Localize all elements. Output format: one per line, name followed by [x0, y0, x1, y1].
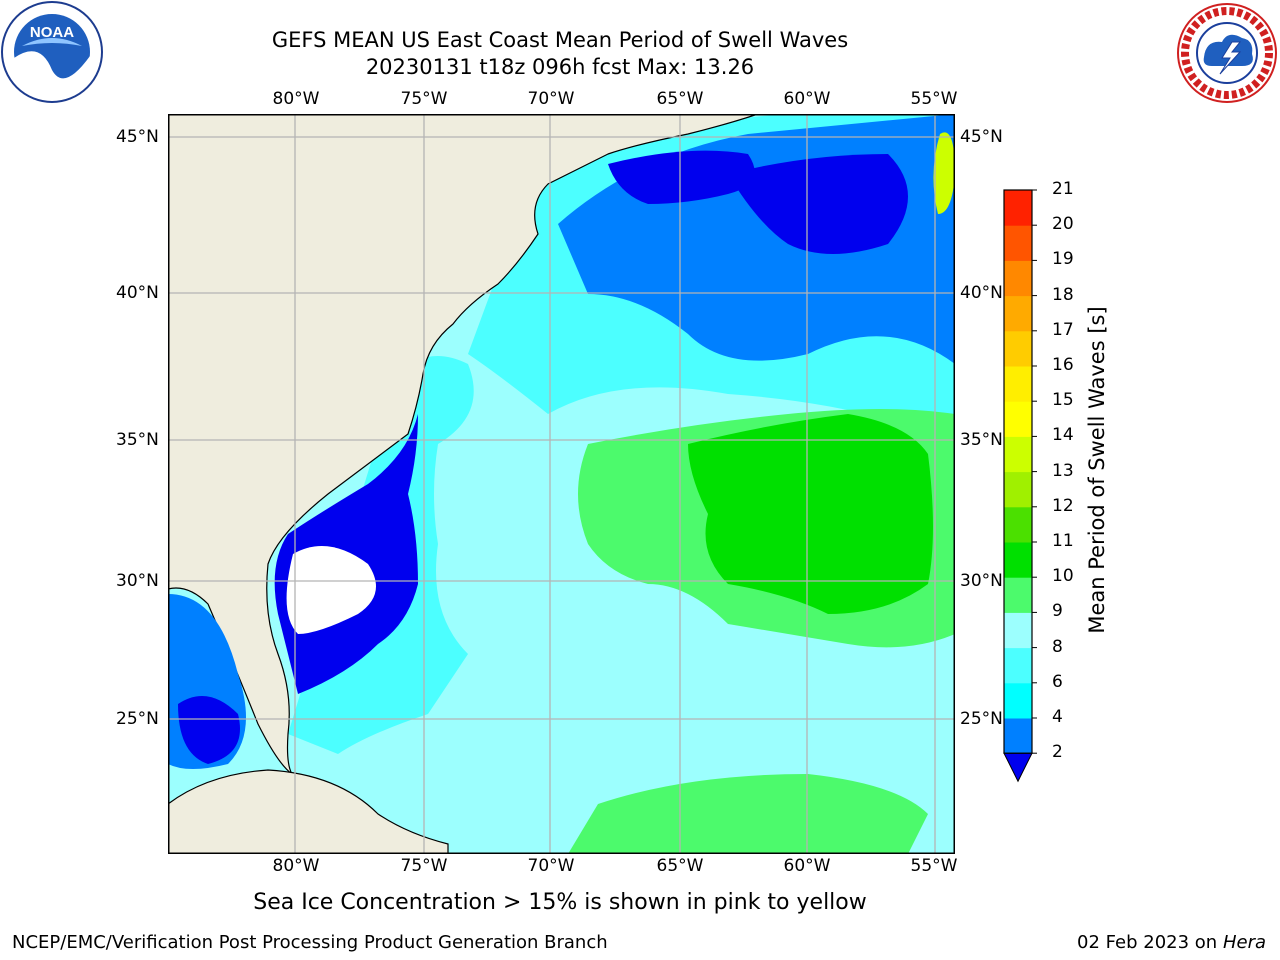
lon-label-bottom: 75°W: [400, 856, 448, 876]
colorbar-tick-label: 15: [1052, 390, 1074, 411]
map-gridlines: [168, 114, 955, 854]
lat-label-right: 30°N: [960, 571, 1003, 591]
colorbar-band: [1004, 506, 1032, 543]
colorbar-band: [1004, 612, 1032, 649]
lat-label-right: 25°N: [960, 709, 1003, 729]
noaa-logo: NOAA: [0, 0, 104, 104]
colorbar-band: [1004, 647, 1032, 684]
colorbar-band: [1004, 225, 1032, 261]
band-below2-southwest: [178, 696, 240, 764]
lon-label-top: 80°W: [272, 89, 320, 109]
colorbar-tick-label: 9: [1052, 601, 1063, 622]
map-frame: [168, 114, 955, 854]
colorbar-band: [1004, 295, 1032, 332]
lon-label-top: 55°W: [910, 89, 958, 109]
colorbar-band: [1004, 718, 1032, 754]
lat-label-right: 40°N: [960, 283, 1003, 303]
colorbar-tick-label: 2: [1052, 742, 1063, 763]
colorbar-tick-label: 10: [1052, 566, 1074, 587]
colorbar-extend-arrow: [1003, 752, 1033, 783]
lon-label-bottom: 65°W: [656, 856, 704, 876]
colorbar-band: [1004, 401, 1032, 437]
colorbar-tick-label: 18: [1052, 284, 1074, 305]
colorbar-title: Mean Period of Swell Waves [s]: [1085, 306, 1109, 634]
land-mass: [168, 114, 759, 775]
map-subtitle: 20230131 t18z 096h fcst Max: 13.26: [365, 55, 755, 79]
colorbar-band: [1004, 366, 1032, 402]
lon-label-top: 60°W: [783, 89, 831, 109]
lat-label-left: 25°N: [116, 709, 159, 729]
lon-label-bottom: 70°W: [527, 856, 575, 876]
map-title: GEFS MEAN US East Coast Mean Period of S…: [271, 28, 849, 52]
lon-label-bottom: 60°W: [783, 856, 831, 876]
colorbar-tick-label: 19: [1052, 249, 1074, 270]
machine-name: Hera: [1222, 932, 1266, 953]
colorbar-band: [1004, 577, 1032, 613]
colorbar-tick-label: 21: [1052, 179, 1074, 199]
lat-label-left: 45°N: [116, 127, 159, 147]
sea-ice-patch: [933, 132, 955, 214]
credit-text: NCEP/EMC/Verification Post Processing Pr…: [12, 932, 608, 953]
lon-label-top: 65°W: [656, 89, 704, 109]
colorbar-band: [1004, 542, 1032, 578]
lat-label-right: 35°N: [960, 430, 1003, 450]
colorbar-tick-label: 11: [1052, 531, 1074, 551]
lat-label-left: 35°N: [116, 430, 159, 450]
lat-label-left: 40°N: [116, 283, 159, 303]
svg-text:NOAA: NOAA: [30, 24, 74, 41]
band-9-10-south: [568, 774, 928, 854]
colorbar-tick-label: 8: [1052, 636, 1063, 657]
band-10-11-central: [688, 414, 933, 614]
sea-ice-note: Sea Ice Concentration > 15% is shown in …: [253, 890, 867, 915]
swell-period-map: [168, 114, 955, 854]
colorbar: [1003, 189, 1037, 783]
colorbar-band: [1004, 436, 1032, 473]
band-below2-north: [608, 150, 755, 204]
colorbar-tick-label: 20: [1052, 214, 1074, 235]
colorbar-band: [1004, 330, 1032, 367]
colorbar-tick-label: 13: [1052, 460, 1074, 481]
lon-label-bottom: 55°W: [910, 856, 958, 876]
colorbar-tick-label: 12: [1052, 495, 1074, 516]
lon-label-top: 70°W: [527, 89, 575, 109]
nws-logo: [1176, 2, 1278, 104]
colorbar-band: [1004, 190, 1032, 226]
lon-label-top: 75°W: [400, 89, 448, 109]
lat-label-left: 30°N: [116, 571, 159, 591]
colorbar-band: [1004, 682, 1032, 719]
lon-label-bottom: 80°W: [272, 856, 320, 876]
lat-label-right: 45°N: [960, 127, 1003, 147]
colorbar-tick-label: 6: [1052, 671, 1063, 692]
colorbar-band: [1004, 260, 1032, 297]
colorbar-tick-label: 16: [1052, 355, 1074, 375]
colorbar-tick-label: 4: [1052, 707, 1063, 727]
colorbar-tick-label: 14: [1052, 425, 1074, 446]
date-value: 02 Feb 2023 on: [1077, 932, 1218, 953]
colorbar-tick-label: 17: [1052, 319, 1074, 340]
date-text: 02 Feb 2023 on Hera: [1077, 932, 1266, 953]
band-below2-north-2: [728, 154, 908, 254]
no-data-patch: [286, 546, 376, 634]
colorbar-band: [1004, 471, 1032, 508]
